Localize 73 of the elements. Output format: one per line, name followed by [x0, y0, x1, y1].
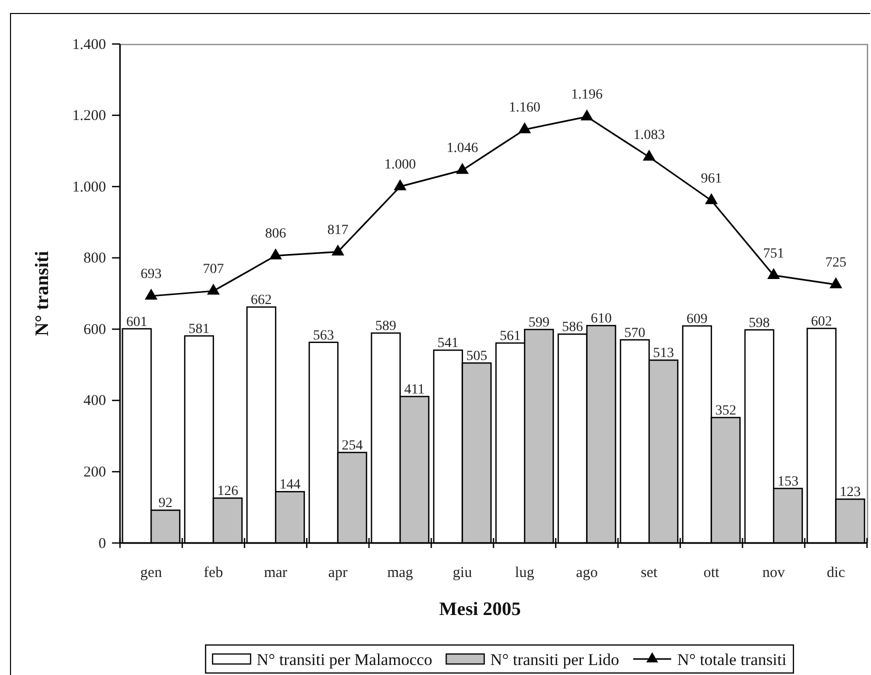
data-label: 725: [825, 256, 846, 271]
point: [767, 268, 780, 279]
y-tick-label: 1.000: [72, 179, 106, 196]
data-label: 1.083: [633, 128, 665, 143]
data-label: 126: [217, 484, 238, 500]
legend-label: N° totale transiti: [677, 650, 787, 669]
y-tick-label: 800: [84, 250, 106, 267]
data-label: 570: [624, 326, 646, 341]
x-tick-label: ago: [576, 565, 598, 581]
point: [144, 288, 158, 300]
y-tick-label: 600: [84, 322, 106, 338]
data-label: 541: [438, 336, 459, 352]
data-label: 581: [188, 322, 210, 337]
data-label: 563: [313, 328, 334, 344]
data-label: 961: [700, 171, 722, 186]
y-tick-label: 1.400: [72, 36, 106, 53]
point: [642, 150, 656, 161]
x-tick-label: giu: [452, 565, 472, 581]
point: [332, 244, 344, 256]
x-tick-label: mag: [387, 565, 414, 581]
data-label: 254: [342, 438, 363, 454]
x-tick-label: lug: [515, 565, 535, 581]
data-label: 707: [202, 262, 224, 278]
y-tick-label: 400: [84, 393, 106, 410]
data-label: 751: [763, 246, 784, 262]
point: [394, 179, 406, 190]
data-label: 513: [652, 346, 674, 362]
point: [207, 284, 220, 295]
data-label: 1.160: [508, 100, 540, 116]
data-label: 352: [715, 404, 736, 419]
data-label: 1.046: [446, 141, 478, 156]
x-tick-label: ott: [703, 565, 720, 581]
point: [580, 109, 594, 120]
data-label: 123: [840, 485, 861, 500]
data-label: 609: [686, 312, 708, 327]
data-label: 586: [562, 320, 584, 336]
x-tick-label: nov: [762, 565, 786, 581]
x-axis-title: Mesi 2005: [439, 599, 521, 620]
data-label: 601: [126, 314, 148, 330]
legend-label: N° transiti per Malamocco: [256, 650, 432, 669]
data-label: 598: [748, 316, 770, 331]
x-tick-label: mar: [264, 565, 288, 581]
legend-label: N° transiti per Lido: [490, 650, 620, 669]
point: [705, 193, 718, 204]
data-label: 817: [327, 222, 348, 238]
data-label: 92: [158, 496, 172, 512]
x-tick-label: set: [640, 565, 658, 581]
data-label: 1.196: [571, 88, 603, 103]
data-label: 411: [404, 382, 425, 398]
data-label: 602: [811, 314, 832, 330]
data-label: 693: [140, 266, 162, 282]
data-label: 589: [375, 319, 396, 334]
data-label: 561: [500, 329, 521, 344]
point: [830, 277, 842, 288]
data-label: 610: [590, 312, 612, 327]
data-label: 505: [466, 349, 488, 364]
data-label: 153: [777, 474, 798, 490]
y-tick-label: 200: [84, 464, 106, 481]
point: [518, 122, 531, 134]
x-tick-label: feb: [204, 565, 223, 581]
data-label: 806: [265, 226, 286, 242]
data-label: 599: [528, 316, 550, 330]
x-tick-label: dic: [826, 565, 846, 581]
x-tick-label: apr: [328, 565, 348, 581]
point: [269, 248, 282, 260]
data-label: 1.000: [384, 158, 416, 173]
data-label: 144: [279, 478, 300, 493]
y-tick-label: 0: [98, 536, 106, 552]
y-tick-label: 1.200: [72, 108, 106, 124]
x-tick-label: gen: [140, 565, 162, 581]
point: [456, 162, 469, 174]
data-label: 662: [250, 293, 272, 308]
y-axis-title: N° transiti: [32, 250, 53, 336]
